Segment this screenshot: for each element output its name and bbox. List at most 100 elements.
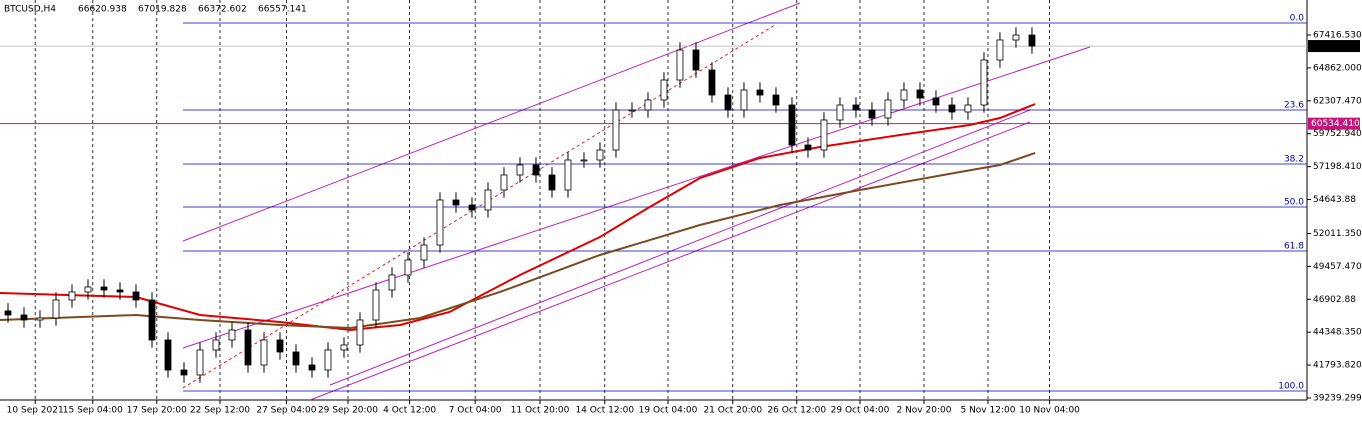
candle-body — [356, 319, 364, 346]
candle-body — [244, 329, 252, 366]
candle-body — [964, 104, 972, 113]
candle-body — [436, 199, 444, 246]
header-value: 67019.828 — [138, 5, 187, 15]
symbol: BTCUSD,H4 — [4, 5, 56, 15]
y-tick-label: 59752.940 — [1313, 129, 1362, 139]
x-tick-label: 26 Oct 12:00 — [767, 406, 826, 416]
fib-label: 0.0 — [1290, 13, 1305, 23]
candle-body — [948, 104, 956, 113]
y-tick-label: 49457.470 — [1313, 262, 1362, 272]
x-tick-label: 10 Sep 2021 — [7, 406, 64, 416]
candle-body — [36, 317, 44, 321]
channel-line — [182, 46, 1091, 349]
candle-body — [1028, 34, 1036, 47]
x-tick-label: 7 Oct 04:00 — [449, 406, 502, 416]
candle-body — [468, 204, 476, 211]
candle-body — [228, 329, 236, 341]
candle-body — [852, 104, 860, 111]
candle-body — [612, 109, 620, 151]
x-tick-label: 21 Oct 20:00 — [703, 406, 762, 416]
y-tick-label: 62307.470 — [1313, 96, 1362, 106]
candle-body — [324, 349, 332, 371]
trend-channels — [182, 2, 1091, 401]
candle-body — [724, 94, 732, 111]
y-tick-label: 46902.88 — [1313, 295, 1356, 305]
y-tick-label: 67416.530 — [1313, 30, 1362, 40]
candle-body — [388, 274, 396, 291]
x-tick-label: 17 Sep 20:00 — [127, 406, 187, 416]
x-tick-label: 2 Nov 20:00 — [896, 406, 951, 416]
channel-line — [182, 2, 801, 242]
candle-body — [100, 286, 108, 291]
candle-body — [820, 119, 828, 151]
candle-body — [484, 189, 492, 211]
header-value: 66372.602 — [198, 5, 247, 15]
candle-body — [404, 259, 412, 276]
candle-body — [660, 79, 668, 101]
candle-body — [372, 289, 380, 321]
fib-label: 23.6 — [1284, 100, 1304, 110]
y-tick-label: 57198.410 — [1313, 162, 1362, 172]
price-label-bg — [1308, 40, 1360, 53]
candle-body — [980, 59, 988, 106]
fib-label: 38.2 — [1284, 154, 1304, 164]
channel-line — [329, 109, 1031, 386]
candle-body — [308, 364, 316, 371]
fib-label: 50.0 — [1284, 197, 1304, 207]
x-tick-label: 29 Sep 20:00 — [318, 406, 378, 416]
candle-body — [260, 339, 268, 366]
candle-body — [900, 89, 908, 101]
candle-body — [340, 344, 348, 351]
candle-body — [580, 159, 588, 162]
candle-body — [132, 291, 140, 301]
price-label-bg — [1308, 117, 1360, 130]
x-tick-label: 4 Oct 12:00 — [383, 406, 436, 416]
candle-body — [548, 174, 556, 191]
candle-body — [756, 89, 764, 96]
candle-body — [916, 89, 924, 99]
candle-body — [932, 97, 940, 106]
candle-body — [564, 159, 572, 191]
y-tick-label: 52011.350 — [1313, 229, 1362, 239]
candle-body — [20, 314, 28, 321]
candle-body — [772, 94, 780, 106]
candle-body — [676, 49, 684, 81]
candle-body — [292, 351, 300, 366]
x-tick-label: 5 Nov 12:00 — [960, 406, 1015, 416]
x-tick-label: 14 Oct 12:00 — [575, 406, 634, 416]
x-tick-label: 15 Sep 04:00 — [63, 406, 123, 416]
fib-label: 61.8 — [1284, 241, 1304, 251]
fib-trend-line — [182, 24, 776, 389]
candle-body — [180, 369, 188, 376]
candle-body — [516, 164, 524, 176]
moving-average — [0, 103, 1036, 331]
header-value: 66557.141 — [258, 5, 307, 15]
candle-body — [692, 49, 700, 71]
y-tick-label: 64862.000 — [1313, 63, 1362, 73]
y-tick-label: 44348.350 — [1313, 328, 1362, 338]
x-tick-label: 11 Oct 20:00 — [511, 406, 570, 416]
candle-body — [276, 339, 284, 353]
candle-body — [532, 164, 540, 176]
moving-average — [0, 152, 1036, 329]
candle-body — [804, 144, 812, 151]
candle-body — [52, 299, 60, 319]
candle-body — [452, 199, 460, 206]
header-value: 66620.938 — [78, 5, 127, 15]
candle-body — [596, 149, 604, 161]
y-tick-label: 54643.88 — [1313, 195, 1356, 205]
candle-body — [500, 174, 508, 191]
x-tick-label: 10 Nov 04:00 — [1019, 406, 1080, 416]
x-tick-label: 27 Sep 04:00 — [256, 406, 316, 416]
fib-label: 100.0 — [1278, 381, 1304, 391]
x-tick-label: 19 Oct 04:00 — [639, 406, 698, 416]
candle-body — [68, 291, 76, 301]
candle-body — [1012, 34, 1020, 41]
candle-body — [644, 99, 652, 111]
candle-body — [164, 339, 172, 371]
candle-body — [884, 99, 892, 119]
candle-body — [628, 109, 636, 112]
y-tick-label: 41793.820 — [1313, 361, 1362, 371]
candle-body — [420, 244, 428, 261]
